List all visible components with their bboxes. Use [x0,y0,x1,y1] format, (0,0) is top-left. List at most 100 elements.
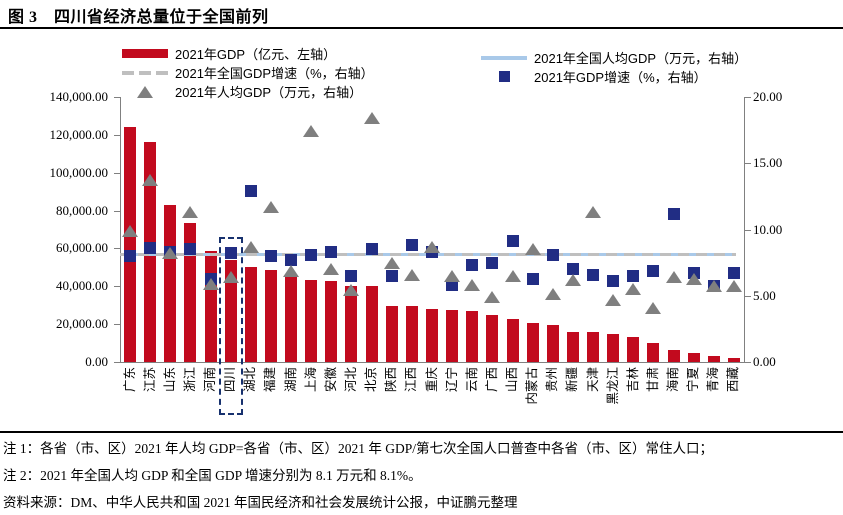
per-capita-triangle-marker [403,268,420,281]
gdp-bar [667,349,680,362]
notes-divider [0,431,843,433]
legend-label: 2021年GDP增速（%，右轴） [534,70,707,85]
x-axis-label: 江苏 [142,367,157,393]
growth-square-marker [727,267,740,280]
note-1: 注 1：各省（市、区）2021 年人均 GDP=各省（市、区）2021 年 GD… [3,441,714,456]
right-axis-tick-label: 5.00 [753,287,776,303]
growth-square-marker [486,256,499,269]
x-axis-labels: 广东 江苏 山东 浙江 河南 四川 湖北 福建 湖南 上海 安徽 河北 北京 陕西 江西 重庆 辽宁 云南 广西 山西… [120,367,744,427]
legend-item-growth: 2021年GDP增速（%，右轴） [481,67,747,86]
sichuan-highlight-box [218,237,243,415]
y-axis-right [744,97,745,363]
axis-tick [114,362,120,363]
gdp-bar [526,323,539,362]
x-axis-label: 安徽 [323,367,338,393]
x-axis-label: 广西 [484,367,499,393]
per-capita-triangle-marker [645,301,662,314]
growth-square-marker [305,248,318,261]
gdp-bar [446,309,459,362]
gdp-bar [264,269,277,362]
line-swatch-icon [481,55,527,60]
x-axis-label: 湖北 [243,367,258,393]
gdp-bar [506,319,519,362]
x-axis-label: 云南 [464,367,479,393]
x-axis-label: 山西 [505,367,520,393]
legend-item-gdp: 2021年GDP（亿元、左轴） [122,44,374,63]
growth-square-marker [365,243,378,256]
figure-title: 图 3 四川省经济总量位于全国前列 [8,9,269,26]
left-axis-tick-label: 60,000.00 [56,240,108,256]
x-axis-label: 北京 [364,367,379,393]
gdp-bar [486,315,499,362]
axis-tick [745,295,751,297]
gdp-bar [305,280,318,362]
triangle-swatch-icon [122,85,168,98]
per-capita-triangle-marker [524,243,541,256]
gdp-bar-swatch-icon [122,49,168,58]
right-axis-tick-label: 10.00 [753,221,783,237]
per-capita-triangle-marker [122,224,139,237]
left-axis-tick-label: 100,000.00 [49,164,109,180]
x-axis-label: 江西 [404,367,419,393]
growth-square-marker [446,279,459,292]
per-capita-triangle-marker [182,206,199,219]
axis-tick [114,210,120,212]
x-axis-label: 贵州 [545,367,560,393]
per-capita-triangle-marker [142,174,159,187]
growth-square-marker [325,246,338,259]
growth-square-marker [546,248,559,261]
x-axis-label: 宁夏 [686,367,701,393]
gdp-bar [466,310,479,362]
legend-item-per-capita: 2021年人均GDP（万元，右轴） [122,82,374,101]
left-axis-tick-label: 20,000.00 [56,316,108,332]
right-axis-tick-label: 0.00 [753,354,776,369]
x-axis-label: 新疆 [565,367,580,393]
right-axis-tick-label: 15.00 [753,155,783,171]
legend-left-column: 2021年GDP（亿元、左轴） 2021年全国GDP增速（%，右轴） 2021年… [122,44,374,101]
growth-square-marker [244,185,257,198]
per-capita-triangle-marker [705,280,722,293]
x-axis-label: 西藏 [726,367,741,393]
gdp-bar [405,305,418,362]
source-line: 资料来源：DM、中华人民共和国 2021 年国民经济和社会发展统计公报，中证鹏元… [3,495,518,510]
gdp-bar [707,355,720,362]
axis-tick [745,362,751,363]
per-capita-triangle-marker [222,271,239,284]
growth-square-marker [345,269,358,282]
per-capita-triangle-marker [242,240,259,253]
gdp-bar [285,274,298,362]
x-axis-label: 辽宁 [444,367,459,393]
x-axis-label: 内蒙古 [525,367,540,405]
left-axis-tick-label: 80,000.00 [56,202,108,218]
growth-square-marker [285,253,298,266]
legend-label: 2021年人均GDP（万元，右轴） [175,85,363,100]
left-axis-tick-label: 120,000.00 [49,126,109,142]
legend-label: 2021年全国人均GDP（万元，右轴） [534,51,748,66]
axis-tick [114,172,120,174]
per-capita-triangle-marker [162,247,179,260]
growth-square-marker [667,207,680,220]
left-axis-tick-label: 0.00 [85,354,108,369]
axis-tick [745,97,751,98]
per-capita-triangle-marker [504,269,521,282]
x-axis-label: 浙江 [182,367,197,393]
legend-item-national-per-capita: 2021年全国人均GDP（万元，右轴） [481,48,747,67]
growth-square-marker [627,269,640,282]
legend-item-national-growth: 2021年全国GDP增速（%，右轴） [122,63,374,82]
growth-square-marker [526,272,539,285]
axis-tick [114,134,120,136]
growth-square-marker [264,250,277,262]
per-capita-triangle-marker [625,283,642,296]
x-axis [120,362,745,363]
growth-square-marker [224,247,237,260]
per-capita-triangle-marker [444,269,461,282]
square-swatch-icon [481,71,527,82]
title-divider [0,27,843,29]
gdp-bar [385,305,398,362]
per-capita-triangle-marker [725,280,742,293]
gdp-bar [647,342,660,362]
growth-square-marker [506,235,519,248]
gdp-bar [325,280,338,362]
right-axis-tick-label: 20.00 [753,89,783,104]
